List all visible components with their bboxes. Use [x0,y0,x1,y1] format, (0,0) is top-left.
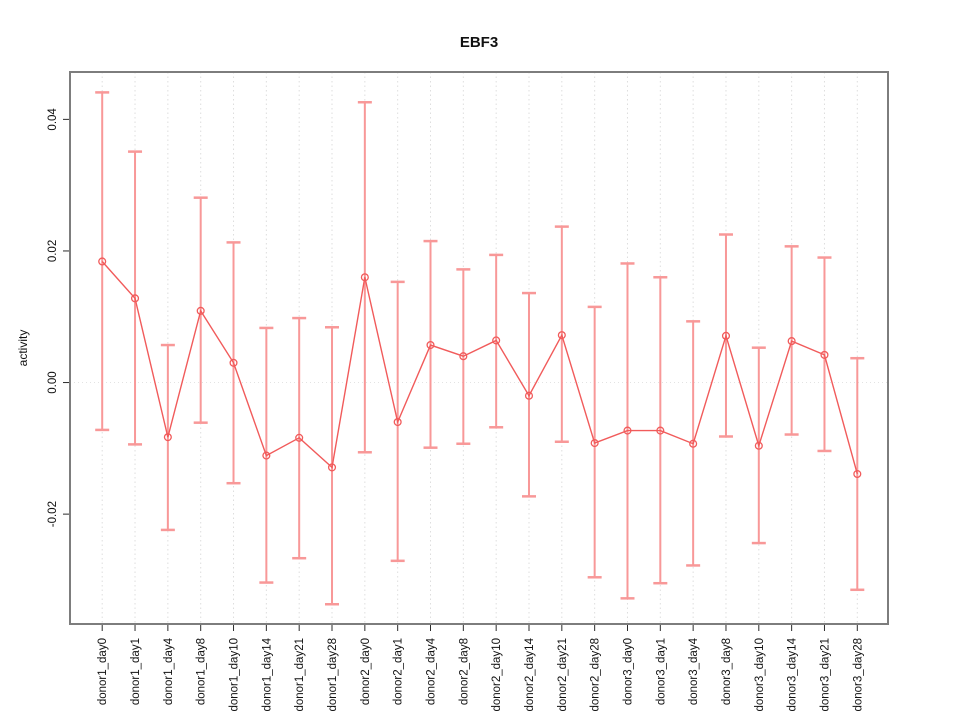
x-tick-label: donor1_day21 [294,638,306,712]
x-tick-label: donor2_day4 [426,637,438,705]
data-point [229,358,238,367]
data-point [327,463,337,472]
data-point [754,441,763,450]
data-point [492,336,501,345]
x-tick-label: donor2_day10 [491,638,503,712]
plot-border [69,71,889,625]
x-tick-label: donor3_day4 [688,637,700,705]
data-point [557,331,566,340]
data-point [623,426,632,435]
chart-title: EBF3 [460,34,498,51]
x-tick-label: donor2_day21 [557,638,569,712]
x-tick-label: donor3_day28 [852,638,864,712]
x-tick-label: donor2_day0 [360,638,372,705]
x-tick-label: donor1_day1 [130,638,142,705]
data-point [820,350,829,359]
x-tick-label: donor1_day28 [327,638,339,712]
x-tick-label: donor2_day28 [590,638,602,712]
data-point [721,331,731,340]
data-point [98,257,107,266]
x-tick-label: donor1_day0 [97,638,109,705]
data-point [590,439,599,448]
x-tick-label: donor2_day1 [393,638,405,705]
x-tick-label: donor2_day8 [458,638,470,705]
data-point [426,340,435,350]
data-point [295,433,304,442]
x-tick-label: donor1_day14 [261,637,273,711]
x-tick-label: donor3_day10 [754,638,766,712]
y-tick-label: 0.00 [47,371,59,393]
data-point [787,337,796,346]
y-axis-label: activity [16,330,30,367]
x-tick-label: donor3_day21 [819,638,831,712]
x-tick-label: donor1_day4 [163,637,175,705]
x-tick-label: donor2_day14 [524,637,536,711]
data-point [163,433,172,442]
data-point [524,391,534,400]
data-point [393,417,402,427]
data-point [360,273,369,282]
data-point [656,426,665,435]
x-tick-label: donor3_day14 [787,637,799,711]
data-point [262,451,271,460]
data-point [689,439,698,448]
y-tick-label: 0.02 [47,240,59,262]
data-point [853,469,862,479]
x-tick-label: donor3_day0 [622,638,634,705]
plot-layer: donor1_day0 donor1_day1 donor1_day4 donor1_… [47,72,888,712]
x-tick-label: donor1_day8 [196,638,208,705]
data-point [130,294,140,303]
y-tick-label: 0.04 [47,108,59,131]
y-tick-label: -0.02 [47,501,59,527]
data-point [196,306,205,315]
x-tick-label: donor3_day1 [655,638,667,705]
series-line [101,261,858,475]
x-tick-label: donor1_day10 [229,638,241,712]
data-point [459,352,468,361]
x-tick-label: donor3_day8 [721,638,733,705]
